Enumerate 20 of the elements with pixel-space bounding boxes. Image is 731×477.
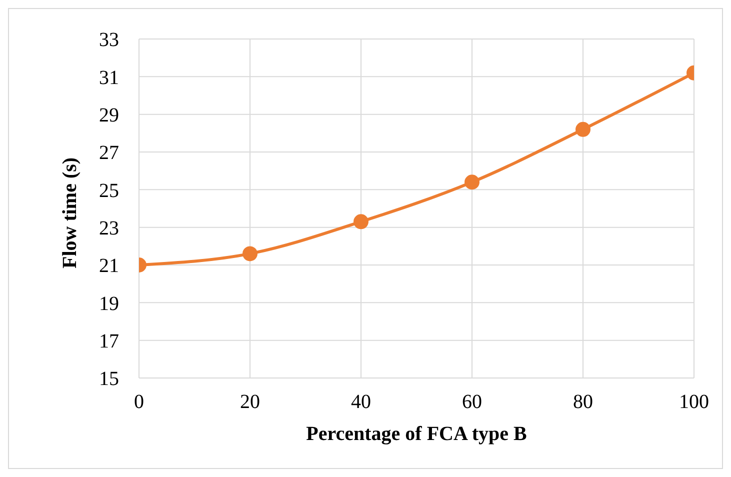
- y-tick-label: 21: [99, 255, 119, 278]
- x-tick-label: 40: [351, 391, 371, 414]
- y-tick-label: 23: [99, 217, 119, 240]
- x-tick-label: 60: [462, 391, 482, 414]
- x-tick-label: 80: [573, 391, 593, 414]
- y-tick-label: 17: [99, 330, 119, 352]
- point: [464, 174, 480, 190]
- y-tick-label: 19: [99, 292, 119, 315]
- y-axis-title: Flow time (s): [59, 157, 82, 268]
- y-tick-label: 33: [99, 29, 119, 52]
- y-tick-label: 27: [99, 142, 119, 164]
- x-axis-title: Percentage of FCA type B: [306, 423, 527, 445]
- x-tick-label: 0: [134, 391, 144, 414]
- y-tick-label: 31: [99, 66, 119, 89]
- y-tick-label: 29: [99, 104, 119, 126]
- x-tick-label: 20: [240, 391, 260, 414]
- point: [354, 214, 368, 230]
- y-tick-label: 25: [99, 180, 119, 202]
- y-tick-label: 15: [99, 368, 119, 390]
- x-tick-label: 100: [679, 391, 709, 414]
